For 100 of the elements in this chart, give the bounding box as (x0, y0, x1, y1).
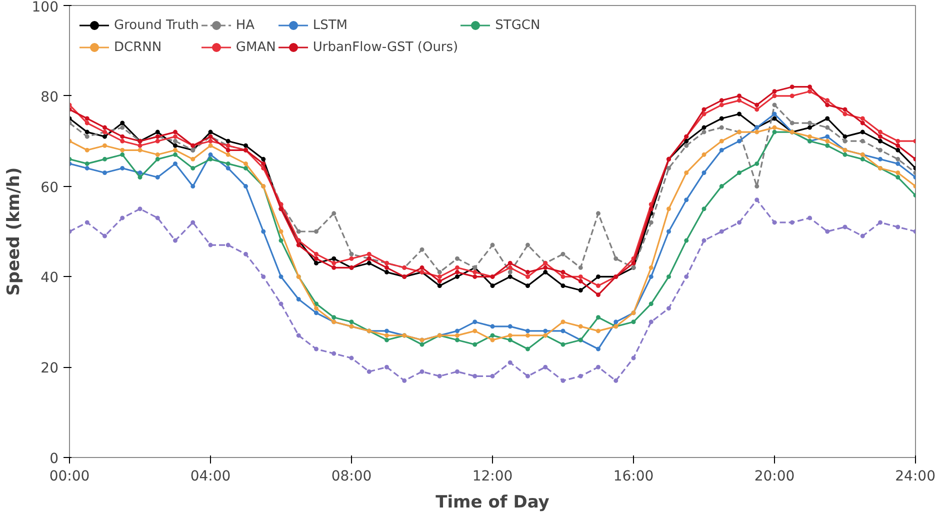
point (666, 166, 671, 170)
point (208, 242, 213, 248)
point (278, 302, 284, 306)
point (702, 170, 706, 175)
point (455, 256, 460, 261)
legend-label: GMAN (236, 40, 276, 54)
point (138, 206, 142, 212)
point (490, 333, 495, 338)
point (878, 148, 882, 152)
point (684, 238, 689, 243)
point (332, 256, 336, 261)
point (684, 198, 689, 202)
point (578, 374, 583, 378)
point (332, 315, 336, 320)
point (702, 152, 706, 157)
point (455, 328, 460, 334)
point (120, 166, 125, 170)
point (314, 346, 318, 352)
point (349, 256, 354, 261)
point (472, 342, 478, 347)
point (719, 184, 724, 189)
point (155, 152, 160, 157)
point (261, 156, 266, 162)
point (226, 138, 230, 144)
point (455, 265, 460, 270)
point (526, 242, 530, 248)
point (719, 229, 724, 234)
point (878, 156, 882, 162)
point (684, 274, 689, 279)
point (754, 184, 760, 189)
point (560, 320, 566, 324)
point (772, 220, 777, 225)
point (878, 138, 882, 144)
point (508, 274, 512, 279)
point (896, 143, 900, 148)
point (173, 130, 178, 134)
point (754, 198, 760, 202)
point (84, 166, 90, 170)
point (896, 148, 900, 152)
point (102, 134, 107, 139)
point (349, 320, 354, 324)
point (596, 364, 600, 370)
point (314, 256, 318, 261)
point (526, 274, 530, 279)
point (702, 206, 706, 212)
point (349, 356, 354, 360)
point (155, 138, 160, 144)
point (437, 283, 442, 288)
point (84, 116, 90, 121)
point (737, 170, 742, 175)
point (719, 102, 724, 108)
point (825, 229, 830, 234)
point (560, 342, 566, 347)
point (702, 112, 706, 116)
point (190, 184, 196, 189)
point (896, 170, 900, 175)
point (790, 84, 794, 90)
point (84, 161, 90, 166)
point (384, 270, 389, 274)
x-tick-label: 04:00 (190, 468, 231, 484)
point (808, 89, 812, 94)
point (120, 125, 125, 130)
point (842, 134, 848, 139)
point (860, 130, 865, 134)
point (508, 338, 512, 342)
y-tick-label: 40 (40, 270, 59, 286)
point (842, 152, 848, 157)
point (754, 130, 760, 134)
point (896, 224, 900, 230)
x-tick-label: 20:00 (754, 468, 795, 484)
point (790, 120, 794, 126)
point (896, 161, 900, 166)
point (896, 175, 900, 180)
point (455, 333, 460, 338)
point (244, 166, 248, 170)
point (737, 112, 742, 116)
point (437, 278, 442, 284)
point (173, 134, 178, 139)
point (138, 170, 142, 175)
y-axis-title: Speed (km/h) (4, 167, 24, 296)
point (155, 175, 160, 180)
point (190, 220, 196, 225)
point (825, 134, 830, 139)
point (102, 143, 107, 148)
point (490, 374, 495, 378)
point (631, 260, 636, 266)
point (808, 120, 812, 126)
point (226, 148, 230, 152)
point (84, 148, 90, 152)
point (596, 315, 600, 320)
legend-label: UrbanFlow-GST (Ours) (312, 40, 458, 54)
point (120, 138, 125, 144)
point (896, 156, 900, 162)
point (666, 274, 671, 279)
point (772, 89, 777, 94)
point (825, 98, 830, 103)
point (490, 338, 495, 342)
point (842, 224, 848, 230)
point (208, 156, 213, 162)
legend-label: DCRNN (114, 40, 162, 54)
